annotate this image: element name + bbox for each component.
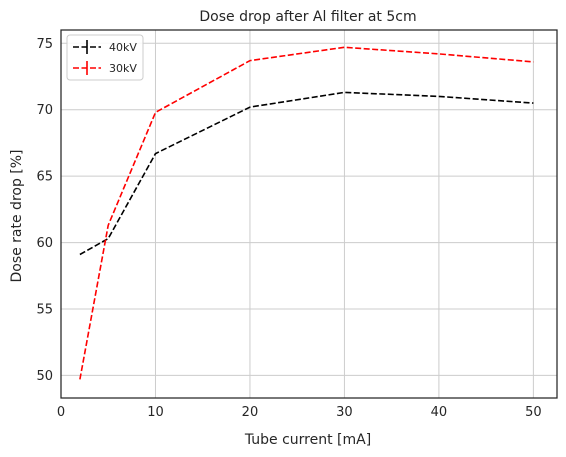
legend-entry-30kV: 30kV [73, 61, 137, 75]
x-tick-label: 30 [336, 405, 353, 420]
legend: 40kV 30kV [66, 34, 144, 81]
x-axis-title: Tube current [mA] [244, 432, 371, 448]
y-tick-label: 50 [36, 369, 53, 384]
x-tick-label: 10 [147, 405, 164, 420]
plot-frame [60, 29, 558, 399]
x-tick-label: 40 [431, 405, 448, 420]
legend-label: 30kV [109, 62, 137, 75]
series-line-40kV [79, 91, 534, 256]
x-tick-label: 50 [525, 405, 542, 420]
legend-entry-40kV: 40kV [73, 40, 137, 54]
series-line-30kV [79, 46, 534, 380]
y-tick-label: 55 [36, 302, 53, 317]
x-tick-label: 0 [57, 405, 65, 420]
x-tick-labels: 0 10 20 30 40 50 [57, 405, 542, 420]
y-tick-label: 60 [36, 236, 53, 251]
y-axis-title: Dose rate drop [%] [9, 149, 25, 282]
grid [60, 30, 557, 398]
series-lines [79, 46, 534, 380]
y-tick-label: 70 [36, 103, 53, 118]
y-tick-labels: 50 55 60 65 70 75 [36, 37, 53, 384]
legend-label: 40kV [109, 41, 137, 54]
y-tick-label: 75 [36, 37, 53, 52]
y-tick-label: 65 [36, 170, 53, 185]
chart-title: Dose drop after Al filter at 5cm [199, 9, 416, 25]
x-tick-label: 20 [242, 405, 259, 420]
